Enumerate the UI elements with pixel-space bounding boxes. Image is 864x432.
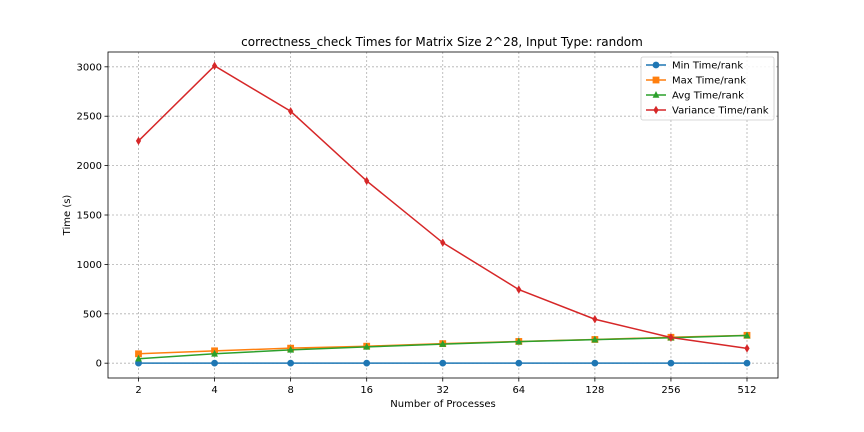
legend-entry: Max Time/rank <box>646 76 746 87</box>
x-tick-label: 16 <box>360 385 373 396</box>
x-tick-label: 512 <box>737 385 756 396</box>
data-point <box>439 359 447 367</box>
legend-entry: Variance Time/rank <box>646 106 769 117</box>
data-point <box>515 359 523 367</box>
series-line <box>138 334 748 360</box>
y-tick-label: 2500 <box>77 112 102 123</box>
legend-label: Min Time/rank <box>672 61 743 72</box>
data-point <box>591 335 599 343</box>
series-layer <box>135 61 751 367</box>
legend-marker <box>652 61 660 69</box>
legend-label: Variance Time/rank <box>672 106 769 117</box>
data-point <box>439 340 447 347</box>
data-point <box>363 342 371 350</box>
data-point <box>363 359 371 367</box>
legend-entry: Avg Time/rank <box>646 91 744 102</box>
data-point <box>135 350 142 358</box>
data-point <box>743 359 751 367</box>
series-min-time-rank <box>135 359 751 367</box>
data-point <box>591 359 599 367</box>
y-tick-label: 0 <box>96 359 102 370</box>
data-point <box>288 107 294 116</box>
legend-marker <box>652 76 660 84</box>
axes: 2 4 8 16 32 64 128 256 512 0 500 1000 1500 2000 2500 30… <box>77 62 757 396</box>
data-point <box>667 359 675 367</box>
data-point <box>364 176 370 186</box>
data-point <box>287 345 295 353</box>
chart-title: correctness_check Times for Matrix Size … <box>241 35 643 49</box>
data-point <box>743 331 751 339</box>
legend-label: Max Time/rank <box>672 76 746 87</box>
legend-marker <box>652 91 660 98</box>
y-tick-label: 2000 <box>77 161 102 172</box>
series-variance-time-rank <box>135 61 750 353</box>
x-tick-label: 2 <box>135 385 141 396</box>
y-tick-label: 1500 <box>77 211 102 222</box>
data-point <box>515 337 523 345</box>
y-axis-label: Time (s) <box>62 195 73 237</box>
data-point <box>516 285 522 294</box>
x-tick-label: 32 <box>436 385 449 396</box>
y-tick-label: 1000 <box>77 260 102 271</box>
data-point <box>135 136 142 146</box>
x-tick-label: 64 <box>512 385 525 396</box>
x-axis-label: Number of Processes <box>390 399 495 410</box>
x-tick-label: 256 <box>661 385 680 396</box>
x-tick-label: 4 <box>211 385 217 396</box>
data-point <box>211 61 218 71</box>
legend-label: Avg Time/rank <box>672 91 744 102</box>
legend: Min Time/rank Max Time/rank Avg Time/rank V… <box>640 56 775 121</box>
data-point <box>211 359 218 367</box>
data-point <box>135 354 142 362</box>
y-tick-label: 500 <box>83 309 102 320</box>
data-point <box>440 238 446 247</box>
legend-box <box>640 56 775 121</box>
data-point <box>668 333 674 342</box>
data-point <box>287 359 295 367</box>
data-point <box>744 344 750 353</box>
data-point <box>211 349 218 357</box>
y-tick-label: 3000 <box>77 62 102 73</box>
legend-entry: Min Time/rank <box>646 61 743 72</box>
x-tick-label: 8 <box>287 385 293 396</box>
data-point <box>592 315 598 324</box>
legend-marker <box>653 105 659 115</box>
x-tick-label: 128 <box>585 385 604 396</box>
